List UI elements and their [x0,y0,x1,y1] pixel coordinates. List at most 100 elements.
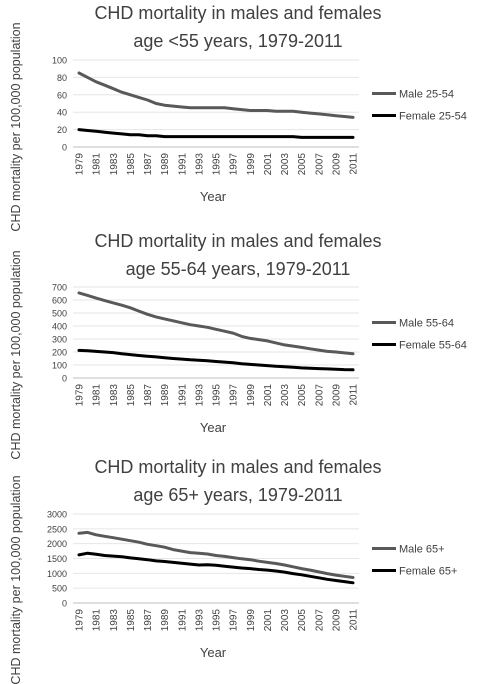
legend-label: Male 55-64 [399,318,454,330]
x-tick-label: 1987 [143,384,154,407]
x-tick-label: 1989 [160,384,171,407]
legend-label: Female 55-64 [399,340,467,352]
x-tick-label: 1983 [109,384,120,407]
y-tick-label: 2000 [47,539,67,549]
series-line-male-55-64 [77,291,355,356]
y-tick-label: 60 [57,90,67,100]
x-tick-label: 2003 [280,384,291,407]
y-tick-label: 500 [52,309,67,319]
x-axis-label: Year [200,645,227,660]
x-tick-label: 1993 [194,153,205,176]
x-tick-label: 2005 [297,153,308,176]
series-line-female-65- [77,551,355,585]
chart-2: CHD mortality in males and females age 55… [9,231,467,460]
x-tick-label: 1995 [212,384,223,407]
series-line-male-25-54 [77,71,355,119]
y-axis-label: CHD mortality per 100,000 population [9,250,23,459]
x-tick-label: 2007 [314,609,325,632]
x-tick-label: 1999 [246,384,257,407]
x-tick-label: 1991 [177,609,188,632]
x-tick-label: 1983 [109,153,120,176]
x-tick-label: 1989 [160,153,171,176]
y-tick-label: 0 [62,374,67,384]
x-tick-label: 1981 [92,384,103,407]
chart-title-line: age 65+ years, 1979-2011 [133,485,342,505]
x-tick-label: 1987 [143,153,154,176]
x-tick-label: 1981 [92,609,103,632]
y-tick-label: 0 [62,599,67,609]
x-tick-label: 1979 [75,153,86,176]
y-tick-label: 1000 [47,569,67,579]
series-line-female-55-64 [77,348,355,372]
x-tick-label: 1989 [160,609,171,632]
x-tick-label: 1983 [109,609,120,632]
x-axis-label: Year [200,420,227,435]
y-tick-label: 100 [52,361,67,371]
x-tick-label: 1987 [143,609,154,632]
y-tick-label: 700 [52,283,67,293]
y-axis-label: CHD mortality per 100,000 population [9,475,23,684]
x-tick-label: 1991 [177,153,188,176]
x-tick-label: 1997 [229,609,240,632]
x-tick-label: 1991 [177,384,188,407]
series-line-male-65- [77,530,355,579]
y-tick-label: 3000 [47,510,67,520]
y-tick-label: 2500 [47,524,67,534]
x-tick-label: 1997 [229,153,240,176]
y-tick-label: 1500 [47,554,67,564]
x-tick-label: 1981 [92,153,103,176]
chart-title-line: age 55-64 years, 1979-2011 [126,259,351,279]
x-tick-label: 1999 [246,153,257,176]
x-tick-label: 2009 [331,384,342,407]
chart-title-line: CHD mortality in males and females [94,457,381,477]
x-tick-label: 1985 [126,609,137,632]
y-axis-label: CHD mortality per 100,000 population [9,22,23,231]
y-tick-label: 80 [57,73,67,83]
legend-label: Female 65+ [399,566,457,578]
y-tick-label: 300 [52,335,67,345]
x-tick-label: 1999 [246,609,257,632]
x-axis-label: Year [200,189,227,204]
x-tick-label: 1979 [75,384,86,407]
x-tick-label: 2007 [314,153,325,176]
x-tick-label: 2011 [349,609,360,631]
y-tick-label: 0 [62,143,67,153]
x-tick-label: 1997 [229,384,240,407]
x-tick-label: 1995 [212,609,223,632]
y-tick-label: 500 [52,584,67,594]
legend-label: Female 25-54 [399,111,467,123]
x-tick-label: 2003 [280,609,291,632]
chart-3: CHD mortality in males and females age 65… [9,457,457,684]
x-tick-label: 2009 [331,609,342,632]
y-tick-label: 100 [52,56,67,66]
y-tick-label: 600 [52,296,67,306]
x-tick-label: 2007 [314,384,325,407]
x-tick-label: 2005 [297,609,308,632]
x-tick-label: 2011 [349,153,360,175]
chart-1: CHD mortality in males and females age <5… [9,3,467,232]
x-tick-label: 1979 [75,609,86,632]
y-tick-label: 20 [57,125,67,135]
chart-title-line: CHD mortality in males and females [94,231,381,251]
x-tick-label: 1985 [126,384,137,407]
legend-label: Male 25-54 [399,89,454,101]
x-tick-label: 1995 [212,153,223,176]
x-tick-label: 1985 [126,153,137,176]
x-tick-label: 2001 [263,153,274,176]
y-tick-label: 400 [52,322,67,332]
legend-label: Male 65+ [399,544,445,556]
x-tick-label: 1993 [194,384,205,407]
x-tick-label: 2011 [349,384,360,406]
x-tick-label: 2003 [280,153,291,176]
x-tick-label: 1993 [194,609,205,632]
chart-title-line: age <55 years, 1979-2011 [133,31,342,51]
y-tick-label: 40 [57,108,67,118]
x-tick-label: 2001 [263,609,274,632]
y-tick-label: 200 [52,348,67,358]
x-tick-label: 2001 [263,384,274,407]
chart-title-line: CHD mortality in males and females [94,3,381,23]
x-tick-label: 2005 [297,384,308,407]
x-tick-label: 2009 [331,153,342,176]
series-line-female-25-54 [77,128,355,139]
